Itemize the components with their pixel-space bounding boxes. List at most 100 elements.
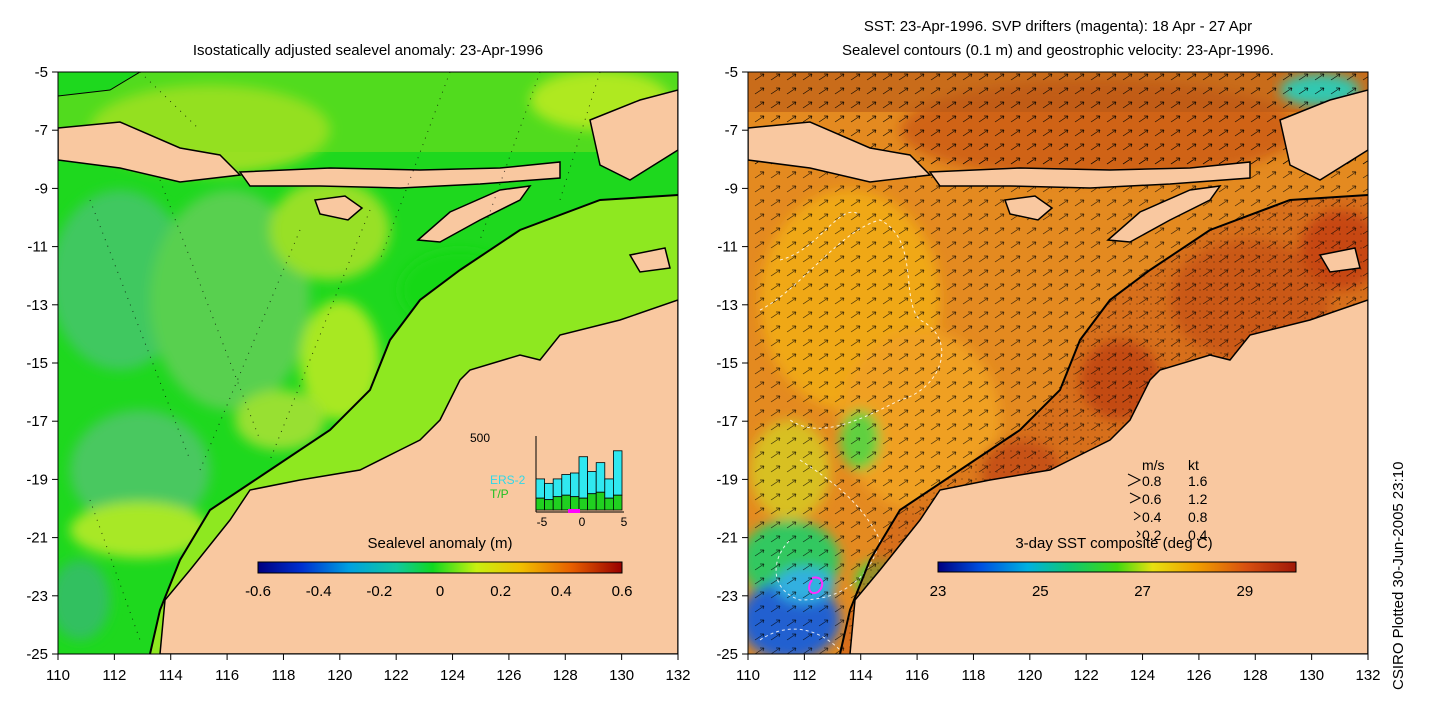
inset-bar-ers2 (604, 478, 614, 499)
left-x-tick-label: 110 (46, 667, 70, 684)
inset-bar-ers2 (535, 478, 546, 499)
sla-colorbar: Sealevel anomaly (m) -0.6 -0.4 -0.2 0 0.2 0.4… (245, 535, 632, 600)
inset-bar-ers2 (595, 462, 606, 493)
sumba-island-right (1003, 195, 1054, 221)
inset-bar-tp (613, 494, 623, 511)
right-x-tick-label: 112 (792, 667, 816, 684)
velocity-legend-ms-3: 0.2 (1142, 527, 1162, 543)
left-x-axis: 110 112 114 116 118 120 122 124 126 128 130 132 (46, 654, 691, 684)
left-x-tick-label: 118 (271, 667, 295, 684)
right-map (748, 72, 1368, 654)
sst-colorbar-tick-label: 29 (1237, 583, 1254, 600)
right-map-title-line2: Sealevel contours (0.1 m) and geostrophi… (842, 42, 1274, 59)
inset-bar-tp (570, 496, 580, 511)
right-x-tick-label: 120 (1017, 667, 1042, 684)
left-y-tick-label: -23 (26, 588, 48, 605)
sla-colorbar-ticks: -0.6 -0.4 -0.2 0 0.2 0.4 0.6 (245, 583, 632, 600)
north-islands (589, 89, 678, 181)
right-y-tick-label: -23 (716, 588, 738, 605)
left-y-tick-label: -7 (35, 122, 48, 139)
velocity-legend: m/s kt 0.8 1.6 0.6 1.2 0.4 0.8 0.2 0.4 (1127, 457, 1208, 543)
velocity-legend-ms-2: 0.4 (1142, 509, 1162, 525)
right-y-tick-label: -9 (725, 180, 738, 197)
svp-drifter-track (808, 576, 824, 594)
velocity-legend-kt-1: 1.2 (1188, 491, 1208, 507)
inset-bar-ers2 (613, 450, 623, 496)
left-x-tick-label: 124 (440, 667, 465, 684)
inset-x-tick-label: 0 (579, 515, 586, 529)
inset-legend-ers2: ERS-2 (490, 473, 526, 487)
velocity-legend-ms-header: m/s (1142, 457, 1165, 473)
right-y-tick-label: -15 (716, 355, 738, 372)
sla-colorbar-tick-label: 0 (436, 583, 444, 600)
altimeter-inset: 500 ERS-2 T/P -5 0 5 (470, 431, 628, 529)
left-x-tick-label: 132 (665, 667, 690, 684)
right-x-axis: 110 112 114 116 118 120 122 124 126 128 130 132 (736, 654, 1381, 684)
inset-x-tick-label: -5 (537, 515, 548, 529)
velocity-legend-kt-header: kt (1188, 457, 1199, 473)
sst-colorbar-tick-label: 23 (930, 583, 947, 600)
timor-island (416, 185, 532, 243)
sla-colorbar-tick-label: 0.2 (490, 583, 511, 600)
inset-bar-ers2 (578, 456, 589, 499)
right-y-tick-label: -25 (716, 646, 738, 663)
right-y-axis: -5 -7 -9 -11 -13 -15 -17 -19 -21 -23 -25 (716, 64, 748, 663)
velocity-legend-kt-2: 0.8 (1188, 509, 1208, 525)
sst-shelf-break-line (839, 194, 1368, 654)
left-y-tick-label: -11 (27, 239, 48, 256)
left-y-tick-label: -17 (26, 413, 48, 430)
right-map-title-line1: SST: 23-Apr-1996. SVP drifters (magenta)… (863, 18, 1253, 35)
inset-bar-tp (561, 494, 571, 511)
inset-bar-tp (587, 493, 597, 511)
left-y-tick-label: -19 (26, 471, 48, 488)
right-x-tick-label: 116 (905, 667, 929, 684)
left-x-tick-label: 120 (327, 667, 352, 684)
right-y-tick-label: -21 (716, 530, 738, 547)
sla-colorbar-tick-label: -0.6 (245, 583, 271, 600)
sla-colorbar-tick-label: -0.4 (306, 583, 332, 600)
sumba-island (313, 195, 364, 221)
velocity-legend-kt-3: 0.4 (1188, 527, 1208, 543)
sla-colorbar-title: Sealevel anomaly (m) (367, 535, 512, 552)
left-y-tick-label: -21 (26, 530, 48, 547)
right-x-tick-label: 128 (1243, 667, 1268, 684)
sst-colorbar-gradient (937, 561, 1297, 573)
inset-bar-tp (578, 497, 589, 511)
inset-x-ticks: -5 0 5 (537, 515, 628, 529)
right-y-tick-label: -13 (716, 297, 738, 314)
sst-colorbar-title: 3-day SST composite (deg C) (1015, 535, 1212, 552)
left-x-tick-label: 114 (159, 667, 183, 684)
java-island-right (748, 121, 932, 183)
left-y-tick-label: -13 (26, 297, 48, 314)
left-x-tick-label: 126 (496, 667, 521, 684)
inset-bar-ers2 (587, 471, 597, 495)
inset-bar-ers2 (561, 474, 571, 496)
right-x-tick-label: 122 (1074, 667, 1099, 684)
left-x-tick-label: 112 (102, 667, 126, 684)
sla-colorbar-tick-label: 0.4 (551, 583, 572, 600)
sla-shelf-break-line (149, 194, 678, 654)
inset-bar-ers2 (544, 482, 554, 501)
right-y-tick-label: -11 (717, 239, 738, 256)
java-island (58, 121, 242, 183)
sst-colorbar-tick-label: 27 (1134, 583, 1151, 600)
right-x-tick-label: 110 (736, 667, 760, 684)
sla-colorbar-tick-label: -0.2 (366, 583, 392, 600)
right-x-tick-label: 130 (1299, 667, 1324, 684)
inset-y-max-label: 500 (470, 431, 490, 445)
right-y-tick-label: -19 (716, 471, 738, 488)
sealevel-contours (759, 211, 943, 651)
sst-colorbar-tick-label: 25 (1032, 583, 1049, 600)
inset-drifter-marker (568, 509, 580, 513)
sla-colorbar-gradient (257, 561, 623, 574)
left-x-tick-label: 122 (384, 667, 409, 684)
timor-island-right (1106, 185, 1222, 243)
inset-bar-tp (604, 497, 614, 511)
inset-x-tick-label: 5 (621, 515, 628, 529)
right-x-tick-label: 114 (849, 667, 873, 684)
right-x-tick-label: 132 (1355, 667, 1380, 684)
inset-bar-ers2 (570, 472, 580, 498)
right-x-tick-label: 124 (1130, 667, 1155, 684)
velocity-legend-ms-1: 0.6 (1142, 491, 1162, 507)
